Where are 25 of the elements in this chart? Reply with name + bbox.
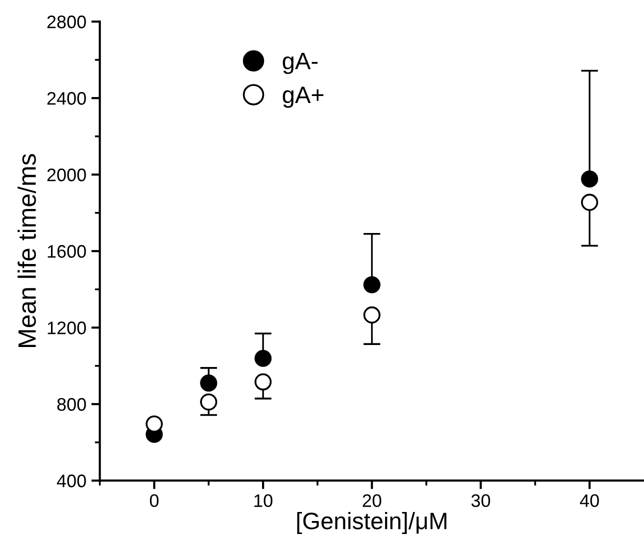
point bbox=[254, 350, 272, 367]
point bbox=[254, 373, 272, 390]
y-tick-label: 1600 bbox=[48, 245, 86, 258]
point bbox=[200, 393, 218, 411]
x-tick-label: 0 bbox=[150, 494, 159, 508]
y-tick-label: 2000 bbox=[47, 168, 86, 182]
point bbox=[200, 374, 218, 392]
y-tick-label: 800 bbox=[57, 398, 86, 411]
x-axis-title: [Genistein]/μM bbox=[297, 512, 446, 534]
point bbox=[363, 306, 380, 324]
point bbox=[363, 276, 380, 294]
legend-label: gA+ bbox=[282, 86, 324, 108]
y-tick-label: 2800 bbox=[47, 16, 86, 28]
legend-label: gA- bbox=[282, 52, 318, 74]
point bbox=[146, 415, 163, 433]
x-tick-label: 10 bbox=[254, 494, 272, 508]
x-tick-label: 20 bbox=[362, 494, 382, 508]
y-axis-title: Mean life time/ms bbox=[18, 154, 36, 347]
x-tick-label: 40 bbox=[580, 494, 599, 508]
point bbox=[581, 170, 598, 188]
y-tick-label: 400 bbox=[56, 474, 86, 488]
point bbox=[581, 194, 598, 211]
x-tick-label: 30 bbox=[471, 494, 490, 508]
y-tick-label: 1200 bbox=[48, 322, 86, 334]
y-tick-label: 2400 bbox=[47, 92, 86, 105]
